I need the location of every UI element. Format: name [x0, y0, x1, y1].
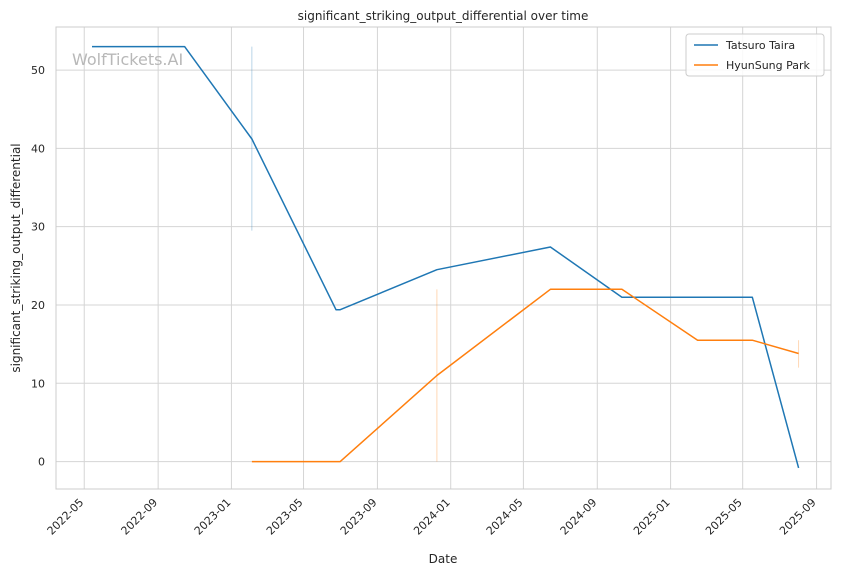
chart-title: significant_striking_output_differential… — [298, 9, 589, 23]
legend-label: Tatsuro Taira — [725, 39, 795, 52]
plot-frame — [55, 26, 832, 490]
y-tick-label: 40 — [31, 142, 45, 155]
series-lines — [92, 45, 800, 469]
y-tick-labels: 0 10 20 30 40 50 — [31, 64, 45, 469]
legend-label: HyunSung Park — [726, 59, 811, 72]
watermark: WolfTickets.AI — [72, 50, 183, 69]
grid — [56, 27, 831, 489]
y-tick-label: 0 — [38, 456, 45, 469]
y-tick-label: 20 — [31, 299, 45, 312]
y-tick-label: 10 — [31, 377, 45, 390]
series-line — [251, 288, 799, 463]
y-axis-label: significant_striking_output_differential — [9, 143, 23, 372]
series-line — [92, 45, 800, 469]
legend-box — [685, 33, 825, 77]
x-axis-label: Date — [429, 552, 458, 566]
legend: Tatsuro Taira HyunSung Park — [685, 33, 825, 77]
y-tick-label: 50 — [31, 64, 45, 77]
y-tick-label: 30 — [31, 221, 45, 234]
